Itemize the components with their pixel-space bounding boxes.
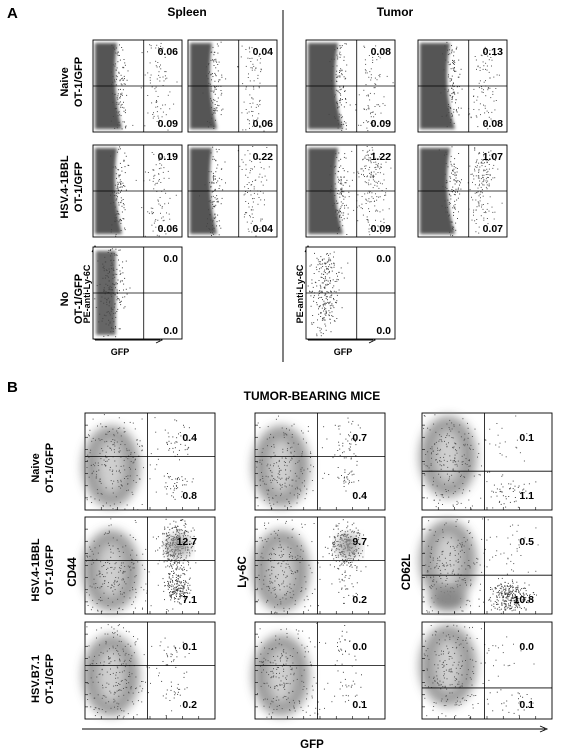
a-plot-r1-c1: 0.06 0.09 (92, 39, 183, 133)
b-plot-main-core (435, 638, 461, 693)
b-plot-main-core (435, 429, 461, 484)
header-spleen: Spleen (167, 5, 206, 19)
b-plot-r2-c3: 0.5 10.8 (419, 516, 553, 615)
b-plot-main-core (98, 648, 124, 703)
b-quadrant-lr-value: 0.8 (182, 490, 197, 502)
b-quadrant-ur-value: 0.0 (352, 641, 367, 653)
b-row-label-naive-2: OT-1/GFP (44, 443, 56, 493)
b-quadrant-lr-value: 0.2 (352, 594, 367, 606)
a-quadrant-ur-value: 0.0 (163, 253, 178, 265)
b-row-label-hsv41bbl-1: HSV.4-1BBL (30, 538, 42, 601)
b-quadrant-ur-value: 0.1 (519, 432, 534, 444)
b-y-label-cd62l: CD62L (401, 554, 413, 590)
b-plot-r2-c2: 9.7 0.2 (252, 516, 386, 615)
a-quadrant-ur-value: 1.07 (483, 151, 504, 163)
panel-b-title: TUMOR-BEARING MICE (244, 389, 381, 403)
panel-b-letter: B (7, 379, 18, 396)
a-quadrant-lr-value: 0.09 (371, 223, 392, 235)
a-plot-r1-c3: 0.08 0.09 (305, 39, 396, 133)
b-quadrant-lr-value: 0.1 (352, 699, 367, 711)
b-plot-r3-c2: 0.0 0.1 (252, 621, 386, 720)
b-x-axis-label: GFP (300, 739, 324, 751)
a-row-label-naive-1: Naive (59, 67, 71, 96)
a-row-label-hsv41bbl-2: OT-1/GFP (73, 162, 85, 212)
b-quadrant-ur-value: 9.7 (352, 536, 367, 548)
a-quadrant-lr-value: 0.08 (483, 118, 504, 130)
a-quadrant-ur-value: 0.0 (376, 253, 391, 265)
b-plot-gfp-population (166, 534, 191, 558)
a-quadrant-ur-value: 0.06 (158, 46, 179, 58)
b-row-label-hsvb71-1: HSV.B7.1 (30, 655, 42, 703)
b-plot-main-core (98, 439, 124, 494)
b-quadrant-ur-value: 0.5 (519, 536, 534, 548)
a-quadrant-lr-value: 0.0 (376, 325, 391, 337)
b-plot-main-core (435, 533, 461, 588)
b-plot-r1-c3: 0.1 1.1 (419, 412, 553, 511)
a-spleen-y-axis-label: PE-anti-Ly-6C (82, 264, 92, 323)
b-quadrant-ur-value: 0.4 (182, 432, 197, 444)
b-plot-r3-c3: 0.0 0.1 (419, 621, 553, 720)
header-tumor: Tumor (377, 5, 414, 19)
a-quadrant-ur-value: 0.04 (253, 46, 274, 58)
b-plot-r3-c1: 0.1 0.2 (82, 621, 216, 720)
b-row-label-hsvb71-2: OT-1/GFP (44, 654, 56, 704)
a-plot-r1-c4: 0.13 0.08 (417, 39, 508, 133)
b-quadrant-lr-value: 7.1 (182, 594, 197, 606)
plot-grid: 0.06 0.09 0.04 0.06 0.08 0.09 0.13 0.08 0.19 0.06… (82, 39, 553, 720)
b-quadrant-ur-value: 0.7 (352, 432, 367, 444)
b-plot-r2-c1: 12.7 7.1 (82, 516, 216, 615)
a-quadrant-lr-value: 0.04 (253, 223, 274, 235)
b-plot-main-core (268, 543, 294, 598)
a-quadrant-lr-value: 0.06 (253, 118, 274, 130)
b-row-label-hsv41bbl-2: OT-1/GFP (44, 545, 56, 595)
b-plot-gfp-population (336, 534, 361, 558)
a-quadrant-lr-value: 0.07 (483, 223, 504, 235)
a-row-label-hsv41bbl-1: HSV.4-1BBL (59, 155, 71, 218)
b-quadrant-ur-value: 12.7 (177, 536, 198, 548)
panel-a-letter: A (7, 5, 18, 22)
a-plot-r1-c2: 0.04 0.06 (187, 39, 278, 133)
a-row-label-no-2: OT-1/GFP (73, 274, 85, 324)
a-plot-r2-c4: 1.07 0.07 (417, 144, 508, 238)
a-tumor-y-axis-label: PE-anti-Ly-6C (295, 264, 305, 323)
b-quadrant-lr-value: 1.1 (519, 490, 534, 502)
a-plot-r3-c3: 0.0 0.0 (305, 246, 396, 340)
a-plot-r2-c1: 0.19 0.06 (92, 144, 183, 238)
a-quadrant-ur-value: 0.08 (371, 46, 392, 58)
b-plot-main-core (98, 543, 124, 598)
a-quadrant-lr-value: 0.0 (163, 325, 178, 337)
b-y-label-cd44: CD44 (67, 557, 79, 587)
b-quadrant-lr-value: 0.2 (182, 699, 197, 711)
a-quadrant-ur-value: 0.22 (253, 151, 274, 163)
a-row-label-naive-2: OT-1/GFP (73, 57, 85, 107)
b-plot-r1-c1: 0.4 0.8 (82, 412, 216, 511)
b-plot-low-population (429, 587, 467, 612)
a-row-label-no-1: No (59, 291, 71, 306)
b-y-label-ly6c: Ly-6C (237, 556, 249, 588)
b-plot-main-core (268, 648, 294, 703)
b-quadrant-lr-value: 10.8 (514, 594, 535, 606)
a-quadrant-ur-value: 1.22 (371, 151, 392, 163)
b-quadrant-ur-value: 0.1 (182, 641, 197, 653)
b-quadrant-ur-value: 0.0 (519, 641, 534, 653)
b-quadrant-lr-value: 0.1 (519, 699, 534, 711)
b-quadrant-lr-value: 0.4 (352, 490, 367, 502)
a-tumor-x-axis-label: GFP (334, 347, 353, 357)
b-row-label-naive-1: Naive (30, 453, 42, 482)
a-plot-r2-c3: 1.22 0.09 (305, 144, 396, 238)
b-x-axis-arrow (82, 725, 549, 733)
a-quadrant-lr-value: 0.09 (371, 118, 392, 130)
a-plot-r2-c2: 0.22 0.04 (187, 144, 278, 238)
a-quadrant-lr-value: 0.09 (158, 118, 179, 130)
a-quadrant-ur-value: 0.13 (483, 46, 504, 58)
a-spleen-x-axis-label: GFP (111, 347, 130, 357)
a-plot-r3-c1: 0.0 0.0 (92, 246, 183, 340)
a-quadrant-ur-value: 0.19 (158, 151, 179, 163)
b-plot-r1-c2: 0.7 0.4 (252, 412, 386, 511)
a-quadrant-lr-value: 0.06 (158, 223, 179, 235)
